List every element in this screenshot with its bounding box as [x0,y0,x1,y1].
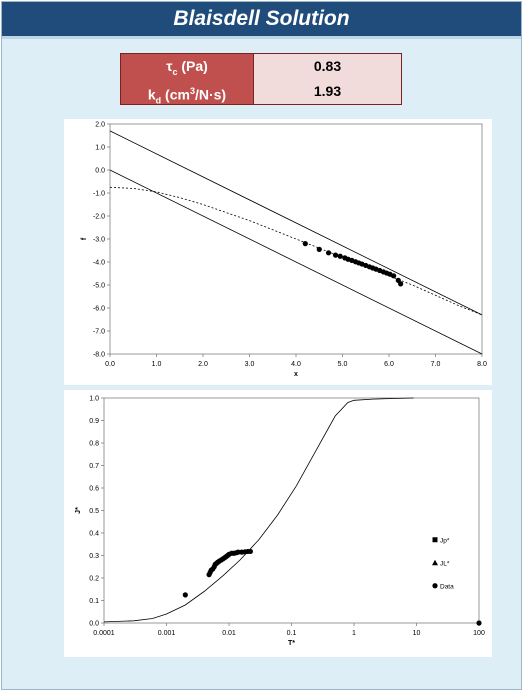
chart-f-y-tick-label: 2.0 [95,122,105,129]
chart-j-y-tick-label: 0.4 [89,531,99,538]
chart-j-x-tick-label: 1 [352,630,356,637]
chart-f-x-tick-label: 3.0 [245,361,255,368]
chart-f-x-tick-label: 1.0 [152,361,162,368]
chart-j-vs-t-svg: 0.0001 0.001 0.01 0.1 1 10 100 0.0 0.1 0.2 0.3 0.4 0… [75,396,485,648]
param-row-tau-c: τc (Pa) 0.83 [121,54,401,80]
chart-j-x-tick-label: 100 [473,630,485,637]
chart-j-y-tick-label: 0.6 [89,486,99,493]
param-label-tau-c: τc (Pa) [121,54,254,79]
chart-f-y-tick-label: 1.0 [95,145,105,152]
chart-j-y-tick-label: 0.7 [89,463,99,470]
chart-f-series-line-1 [109,169,483,355]
parameter-table: τc (Pa) 0.83 kd (cm3/N·s) 1.93 [120,53,402,105]
chart-f-x-axis-label: x [294,371,298,378]
chart-j-legend-label: Jp* [440,537,450,544]
chart-f-y-tick-label: -1.0 [93,191,105,198]
chart-f-y-tick-label: -2.0 [93,214,105,221]
chart-j-series-line-0 [103,397,414,623]
chart-j-y-tick-label: 0.8 [89,441,99,448]
param-value-tau-c: 0.83 [254,54,401,79]
chart-f-data-point [398,281,404,287]
chart-f-data-point [332,252,339,258]
chart-f-y-tick-label: -8.0 [93,352,105,359]
chart-j-data-point [247,548,254,555]
chart-f-y-tick-label: -7.0 [93,329,105,336]
chart-j-legend-label: Data [440,583,454,590]
chart-j-data-point [476,620,482,626]
chart-j-y-tick-label: 1.0 [89,396,99,403]
chart-f-y-tick-label: -5.0 [93,283,105,290]
chart-f-series-line-2 [109,186,483,316]
chart-j-x-tick-label: 0.1 [287,630,297,637]
chart-j-y-tick-label: 0.9 [89,418,99,425]
chart-j-data-point [235,549,241,555]
chart-j-x-tick-label: 0.01 [222,630,236,637]
chart-j-x-axis-label: T* [288,640,295,647]
param-row-k-d: kd (cm3/N·s) 1.93 [121,79,401,105]
chart-j-y-tick-label: 0.5 [89,508,99,515]
chart-f-x-tick-label: 8.0 [477,361,487,368]
chart-f-x-tick-label: 5.0 [338,361,348,368]
chart-f-data-point [337,253,343,259]
chart-f-x-tick-label: 7.0 [431,361,441,368]
chart-j-x-tick-label: 0.001 [158,630,176,637]
chart-f-vs-x: 0.0 1.0 2.0 3.0 4.0 5.0 6.0 7.0 8.0 2.0 1.0 0.0 -1.0… [64,119,492,385]
chart-j-y-tick-label: 0.0 [89,621,99,628]
chart-f-vs-x-svg: 0.0 1.0 2.0 3.0 4.0 5.0 6.0 7.0 8.0 2.0 1.0 0.0 -1.0… [81,122,487,379]
panel-title: Blaisdell Solution [2,2,521,39]
chart-f-y-tick-label: 0.0 [95,168,105,175]
chart-f-series-line-0 [109,130,483,316]
chart-j-plot-area [103,397,480,624]
chart-j-legend-square-marker [432,537,438,543]
chart-j-data-point [182,592,188,598]
chart-j-x-tick-label: 0.0001 [93,630,115,637]
chart-j-y-tick-label: 0.2 [89,576,99,583]
chart-f-x-tick-label: 4.0 [291,361,301,368]
chart-j-y-tick-label: 0.3 [89,553,99,560]
chart-f-y-tick-label: -3.0 [93,237,105,244]
chart-f-y-tick-label: -6.0 [93,306,105,313]
chart-j-vs-t: 0.0001 0.001 0.01 0.1 1 10 100 0.0 0.1 0.2 0.3 0.4 0… [64,390,492,657]
chart-j-legend-triangle-marker [432,559,438,566]
chart-f-data-point [391,273,397,279]
param-value-k-d: 1.93 [254,79,401,104]
chart-f-x-tick-label: 6.0 [384,361,394,368]
param-label-k-d: kd (cm3/N·s) [121,79,254,105]
chart-f-y-axis-label: f [81,237,88,240]
chart-j-y-axis-label: J* [75,507,82,514]
chart-j-x-tick-label: 10 [413,630,421,637]
chart-f-data-point [325,250,332,256]
chart-j-y-tick-label: 0.1 [89,598,99,605]
chart-f-data-point [302,241,308,247]
chart-f-data-point [316,246,322,252]
chart-f-x-tick-label: 0.0 [105,361,115,368]
chart-f-x-tick-label: 2.0 [198,361,208,368]
chart-j-legend-circle-marker [432,583,438,589]
chart-f-y-tick-label: -4.0 [93,260,105,267]
chart-j-legend-label: JL* [440,560,450,567]
